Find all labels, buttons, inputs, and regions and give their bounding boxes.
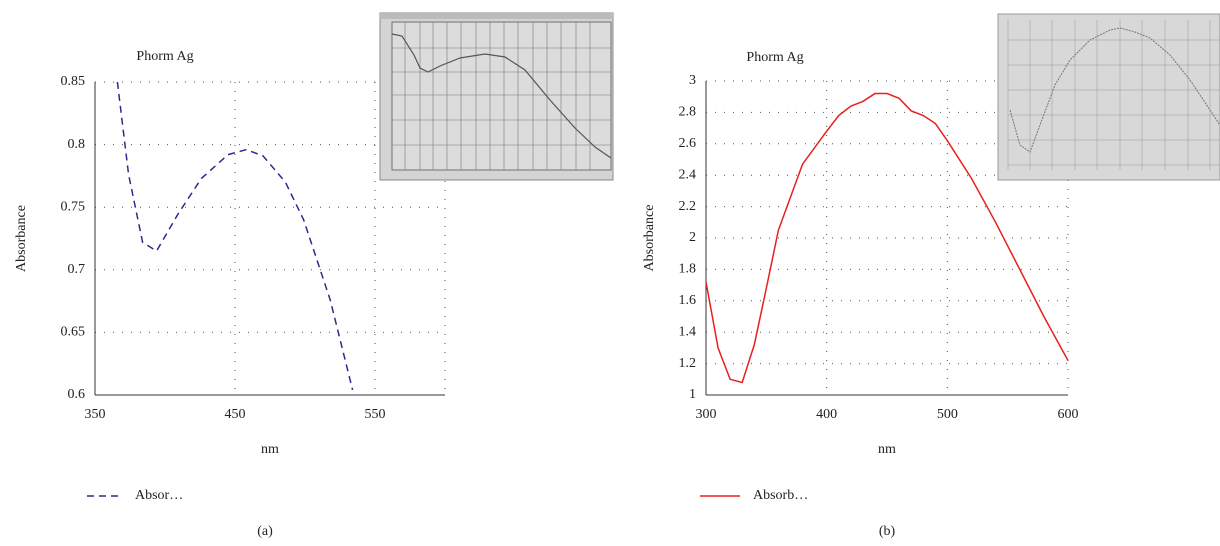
- chart-title: Phorm Ag: [136, 49, 193, 64]
- inset-tabs: [380, 13, 613, 19]
- x-tick-label: 500: [937, 407, 958, 422]
- y-tick-label: 0.7: [68, 262, 86, 277]
- y-tick-label: 1.2: [679, 356, 697, 371]
- inset-screenshot-b: [998, 14, 1220, 180]
- y-axis-label: Absorbance: [14, 205, 29, 272]
- y-tick-label: 2.2: [679, 199, 697, 214]
- x-tick-label: 450: [225, 407, 246, 422]
- panel-caption: (a): [257, 524, 273, 539]
- y-tick-label: 2.8: [679, 105, 697, 120]
- x-axis-label: nm: [878, 442, 896, 457]
- inset-screenshot-a: [380, 13, 613, 180]
- x-tick-label: 400: [816, 407, 837, 422]
- y-tick-label: 2.4: [679, 167, 697, 182]
- x-tick-label: 550: [365, 407, 386, 422]
- y-tick-label: 1.8: [679, 262, 697, 277]
- y-tick-label: 0.85: [61, 74, 86, 89]
- y-tick-label: 1: [689, 387, 696, 402]
- chart-title: Phorm Ag: [746, 50, 803, 65]
- y-tick-label: 3: [689, 73, 696, 88]
- legend-label: Absorb…: [753, 488, 808, 503]
- panel-caption: (b): [879, 524, 896, 539]
- y-tick-label: 0.8: [68, 137, 86, 152]
- legend-label: Absor…: [135, 488, 183, 503]
- y-tick-label: 1.6: [679, 293, 697, 308]
- x-tick-label: 600: [1058, 407, 1079, 422]
- x-axis-label: nm: [261, 442, 279, 457]
- y-tick-label: 2: [689, 230, 696, 245]
- y-axis-label: Absorbance: [642, 205, 657, 272]
- inset-plot: [392, 22, 611, 170]
- y-tick-label: 2.6: [679, 136, 697, 151]
- x-tick-label: 300: [696, 407, 717, 422]
- y-tick-label: 0.75: [61, 199, 86, 214]
- x-tick-label: 350: [85, 407, 106, 422]
- inset-frame: [998, 14, 1220, 180]
- y-tick-label: 1.4: [679, 324, 697, 339]
- y-tick-label: 0.65: [61, 325, 86, 340]
- figure: 0.6 0.65 0.7 0.75 0.8 0.85 350 450 550 Absor… Phor…: [0, 0, 1220, 546]
- y-tick-label: 0.6: [68, 387, 86, 402]
